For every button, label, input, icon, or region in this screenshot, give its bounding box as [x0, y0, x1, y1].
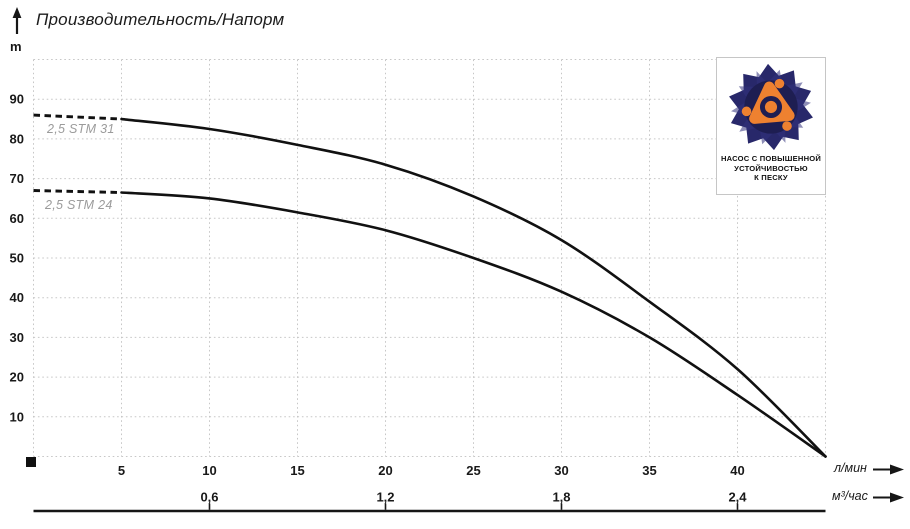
y-tick-label: 90 [10, 92, 24, 107]
x-tick-label: 25 [466, 463, 480, 478]
secondary-tick-label: 1,8 [552, 490, 570, 505]
sand-resistant-pump-badge: НАСОС С ПОВЫШЕННОЙ УСТОЙЧИВОСТЬЮ К ПЕСКУ [716, 57, 826, 195]
right-arrow-icon [873, 492, 904, 503]
curve-dashed-start-0 [33, 113, 122, 121]
badge-caption-line: К ПЕСКУ [754, 173, 788, 183]
y-tick-label: 40 [10, 290, 24, 305]
x-tick-label: 15 [290, 463, 304, 478]
pump-rotor-logo-icon [729, 63, 813, 151]
badge-caption: НАСОС С ПОВЫШЕННОЙ УСТОЙЧИВОСТЬЮ К ПЕСКУ [717, 154, 825, 183]
x-tick-label: 20 [378, 463, 392, 478]
y-axis-unit-label: m [10, 39, 22, 54]
x-tick-label: 35 [642, 463, 656, 478]
curve-label-stm24: 2,5 STM 24 [45, 198, 113, 212]
y-tick-label: 20 [10, 370, 24, 385]
x-tick-label: 10 [202, 463, 216, 478]
curve-dashed-start-1 [33, 189, 122, 194]
y-tick-label: 70 [10, 171, 24, 186]
y-tick-label: 10 [10, 409, 24, 424]
curve-label-stm31: 2,5 STM 31 [47, 122, 115, 136]
y-axis-up-arrow-icon [12, 7, 22, 34]
right-arrow-icon [873, 464, 904, 475]
chart-title: Производительность/Напорм [36, 10, 285, 29]
y-tick-label: 50 [10, 251, 24, 266]
primary-axis-unit-label: л/мин [834, 461, 867, 475]
secondary-axis-unit-label: м³/час [832, 489, 868, 503]
x-tick-label: 40 [730, 463, 744, 478]
origin-marker-square [26, 457, 36, 467]
y-tick-label: 30 [10, 330, 24, 345]
badge-caption-line: НАСОС С ПОВЫШЕННОЙ [720, 154, 822, 163]
secondary-tick-label: 0,6 [200, 490, 218, 505]
badge-caption-line: УСТОЙЧИВОСТЬЮ [734, 163, 808, 173]
secondary-tick-label: 2,4 [728, 490, 747, 505]
y-tick-label: 60 [10, 211, 24, 226]
y-tick-label: 80 [10, 131, 24, 146]
curve-1 [120, 191, 827, 458]
curve-0 [120, 117, 827, 458]
secondary-tick-label: 1,2 [376, 490, 394, 505]
x-tick-label: 5 [118, 463, 125, 478]
x-tick-label: 30 [554, 463, 568, 478]
